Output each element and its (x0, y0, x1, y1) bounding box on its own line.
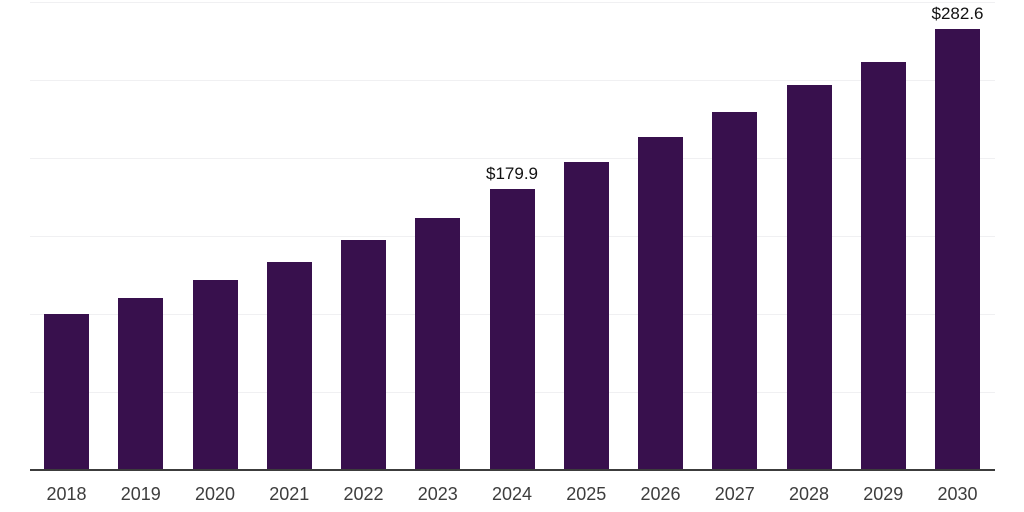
x-axis-label-2024: 2024 (491, 484, 533, 504)
value-label-2024: $179.9 (486, 164, 538, 184)
x-axis-label-2029: 2029 (863, 484, 904, 504)
x-axis-label-2025: 2025 (566, 484, 607, 504)
x-axis-label-2030: 2030 (937, 484, 978, 504)
bar-2026 (638, 137, 683, 470)
value-label-2030: $282.6 (931, 4, 984, 24)
x-axis-label-2027: 2027 (714, 484, 755, 504)
bar-2022 (341, 239, 386, 470)
bar-2024 (489, 189, 535, 470)
bar-2030 (935, 29, 980, 470)
x-axis-label-2020: 2020 (194, 484, 236, 504)
bar-2019 (118, 298, 164, 470)
x-axis-label-2018: 2018 (46, 484, 87, 504)
x-axis-line (30, 469, 995, 471)
x-axis-label-2021: 2021 (269, 484, 310, 504)
bar-2020 (192, 279, 238, 470)
bar-2023 (415, 217, 461, 470)
bar-2025 (563, 162, 609, 470)
bar-2029 (860, 62, 906, 470)
bar-2028 (786, 85, 832, 470)
gridline (30, 80, 995, 81)
gridline (30, 158, 995, 159)
gridline (30, 2, 995, 3)
bar-2027 (712, 112, 758, 470)
bar-2021 (266, 261, 312, 470)
x-axis-label-2019: 2019 (120, 484, 161, 504)
x-axis-label-2023: 2023 (417, 484, 458, 504)
x-axis-label-2026: 2026 (640, 484, 681, 504)
bar-2018 (44, 314, 89, 470)
x-axis-label-2028: 2028 (788, 484, 830, 504)
x-axis-label-2022: 2022 (343, 484, 384, 504)
